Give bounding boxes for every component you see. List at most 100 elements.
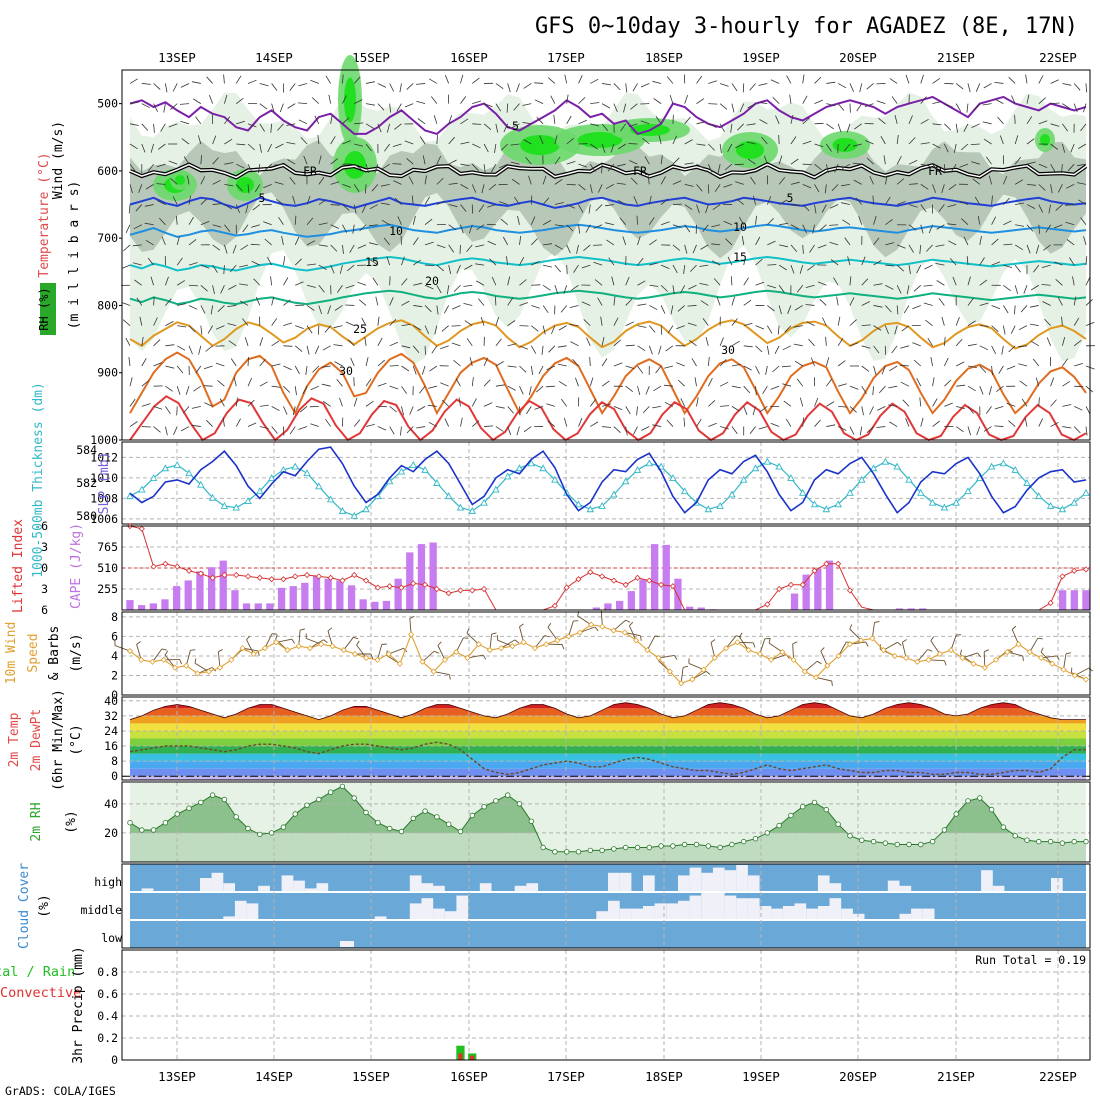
wind-barb [409, 406, 414, 415]
cloud-cell-middle [433, 908, 445, 919]
wind-barb [837, 123, 842, 133]
cape-bar [394, 578, 402, 610]
wind-barb [275, 143, 284, 149]
ylabel-temp2m-3: (6hr Min/Max) [51, 689, 66, 791]
wind-barb [858, 216, 863, 225]
wind-barb [560, 305, 568, 313]
wind-barb [483, 103, 493, 108]
wind-barb [873, 237, 880, 246]
wind-barb [364, 336, 367, 346]
wind-barb [831, 184, 839, 192]
wind-barb [783, 400, 792, 407]
wind-barb [389, 341, 399, 347]
wind-barb [707, 164, 713, 173]
wind-speed-marker [1049, 660, 1056, 667]
wind-barb [1067, 163, 1075, 172]
wind-barb [819, 224, 827, 231]
ylabel-slp: SLP (mb) [97, 452, 112, 515]
wind-barb-flag [327, 627, 333, 632]
wind-barb [784, 325, 792, 333]
wind-barb [684, 162, 694, 165]
wind-barb-flag [434, 650, 439, 654]
wind-barb [132, 244, 142, 247]
wind-barb [660, 305, 666, 314]
wind-barb [494, 143, 497, 153]
wind-barb [188, 305, 198, 310]
date-label-bottom: 15SEP [352, 1069, 390, 1084]
wind-barb [1038, 120, 1048, 125]
cloud-cell-middle [223, 916, 235, 919]
wind-barb [849, 406, 857, 413]
lifted-index-marker [268, 576, 275, 583]
rh2m-frame [121, 781, 1091, 863]
wind-barb [206, 76, 213, 84]
wind-barb [1085, 299, 1093, 306]
wind-barb-10m [568, 620, 574, 637]
wind-barb [179, 103, 190, 105]
wind-barb [145, 239, 154, 246]
wind-barb [503, 123, 509, 133]
cloud-cell-high [981, 870, 993, 891]
lifted-index-marker [669, 583, 676, 590]
wind-barb [1050, 421, 1059, 427]
wind-barb [251, 224, 260, 228]
wind-barb [317, 134, 320, 145]
wind-barb [866, 83, 874, 90]
wind-barb [412, 345, 420, 353]
wind-barb [766, 325, 773, 334]
wind-barb [660, 198, 669, 205]
wind-barb [723, 220, 733, 226]
isotherm-line [129, 95, 1087, 136]
thickness-marker [645, 459, 654, 467]
wind-barb [441, 399, 449, 407]
thickness-marker [610, 490, 618, 498]
wind-barb [330, 158, 338, 165]
wind-barb [688, 284, 697, 290]
wind-barb-flag [1088, 667, 1093, 672]
wind-barb [991, 305, 1001, 310]
wind10m-frame [121, 611, 1091, 696]
wind-barb [342, 95, 347, 104]
wind-barb [594, 279, 603, 286]
rh-marker [398, 828, 405, 835]
ylabel-rh: RH (%) [37, 287, 51, 330]
wind-barb [153, 83, 161, 90]
rh-marker [363, 809, 369, 816]
wind-barb [619, 217, 627, 225]
wind-barb-flag [381, 643, 387, 645]
wind-barb [802, 417, 804, 427]
wind-barb [977, 215, 981, 225]
rh-patch-saturated [520, 135, 560, 155]
wind-barb [947, 223, 957, 226]
temp-band [130, 730, 1086, 739]
wind-barb [177, 325, 187, 328]
wind-barb [655, 116, 662, 125]
wind-barb [436, 177, 444, 185]
wind-speed-marker [194, 670, 201, 677]
wind-barb [264, 163, 272, 171]
wind-barb [774, 345, 780, 354]
slp-tick-label: 1008 [90, 491, 118, 505]
wind-barb [817, 281, 827, 286]
wind-barb [610, 143, 615, 153]
wind-barb [424, 284, 434, 290]
wind-barb [566, 224, 574, 232]
wind-speed-marker [588, 621, 595, 628]
wind-barb [519, 386, 524, 395]
wind-barb [399, 83, 402, 93]
lifted-index-marker [398, 584, 405, 591]
wind-barb [200, 176, 206, 185]
wind-barb [1015, 224, 1025, 227]
wind-barb [500, 218, 508, 226]
wind-barb [817, 244, 827, 249]
wind-barb [613, 296, 616, 306]
wind-barb [217, 380, 225, 387]
wind-barb-flag [547, 622, 552, 628]
wind-speed-marker [149, 658, 156, 665]
wind-barb [979, 279, 988, 286]
wind-barb [153, 339, 161, 347]
wind-speed-marker [486, 647, 493, 654]
wind-barb [516, 426, 520, 436]
wind-barb [677, 379, 685, 387]
wind-barb [966, 256, 969, 266]
